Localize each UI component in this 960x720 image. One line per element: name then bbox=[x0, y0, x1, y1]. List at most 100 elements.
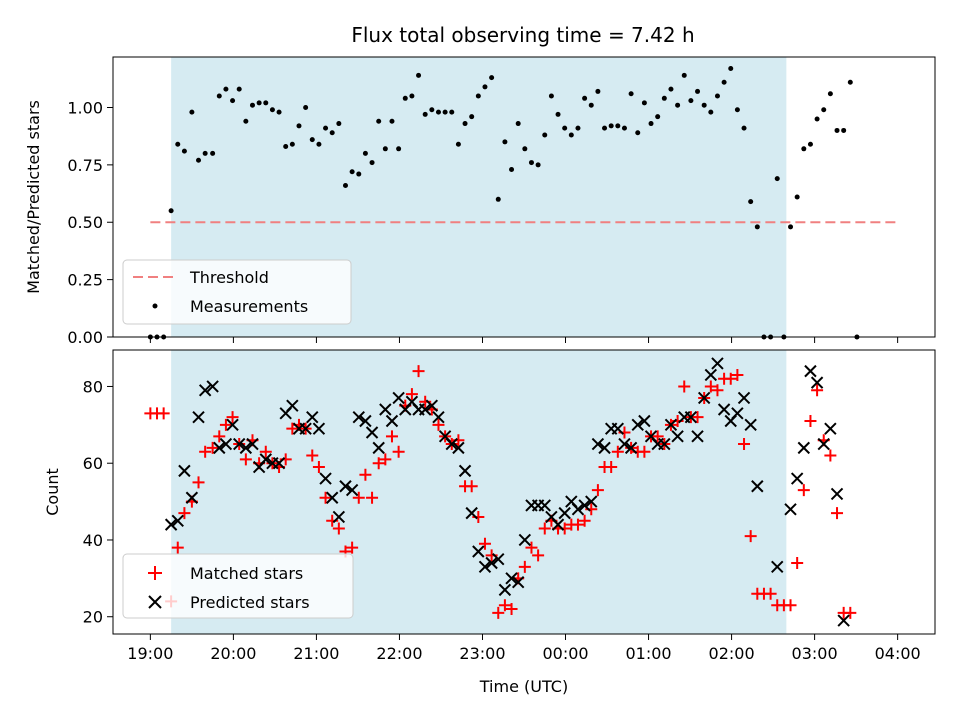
matched-star-point bbox=[352, 491, 365, 504]
chart-title: Flux total observing time = 7.42 h bbox=[351, 23, 694, 47]
matched-star-point bbox=[359, 468, 372, 481]
matched-star-point bbox=[804, 415, 817, 427]
measurement-point bbox=[402, 95, 408, 101]
matched-star-point bbox=[638, 445, 651, 458]
x-tick-label: 04:00 bbox=[875, 644, 921, 663]
matched-star-point bbox=[764, 587, 777, 600]
measurement-point bbox=[202, 150, 208, 156]
measurement-point bbox=[741, 125, 747, 131]
measurement-point bbox=[675, 102, 681, 108]
top-y-tick-label: 0.75 bbox=[67, 156, 103, 175]
predicted-star-point bbox=[372, 441, 385, 455]
measurement-point bbox=[469, 114, 475, 120]
top-y-tick-label: 1.00 bbox=[67, 98, 103, 117]
matched-star-point bbox=[724, 372, 737, 385]
matched-star-point bbox=[157, 407, 170, 420]
measurement-point bbox=[369, 160, 375, 166]
predicted-star-point bbox=[226, 418, 239, 432]
predicted-star-point bbox=[332, 510, 346, 524]
matched-star-point bbox=[578, 514, 591, 527]
top-y-tick-label: 0.50 bbox=[67, 213, 103, 232]
matched-star-point bbox=[219, 418, 232, 431]
predicted-star-point bbox=[478, 560, 492, 574]
measurement-point bbox=[296, 123, 302, 129]
predicted-star-point bbox=[585, 495, 598, 508]
measurement-point bbox=[595, 88, 601, 94]
matched-star-point bbox=[213, 430, 226, 443]
predicted-star-point bbox=[171, 514, 184, 527]
top-x-ticks bbox=[149, 337, 899, 343]
measurement-point bbox=[582, 95, 588, 101]
predicted-star-point bbox=[185, 491, 199, 504]
top-legend-box bbox=[122, 259, 352, 325]
measurement-point bbox=[382, 146, 388, 152]
matched-star-point bbox=[844, 606, 857, 619]
measurement-point bbox=[734, 107, 740, 113]
measurement-point bbox=[648, 121, 654, 127]
predicted-star-point bbox=[817, 437, 830, 451]
bot-y-tick-label: 20 bbox=[83, 608, 103, 627]
predicted-star-point bbox=[219, 437, 233, 451]
predicted-star-point bbox=[558, 506, 571, 520]
predicted-star-point bbox=[638, 414, 651, 428]
matched-star-point bbox=[366, 491, 379, 504]
predicted-star-point bbox=[511, 575, 525, 589]
predicted-star-point bbox=[445, 437, 458, 451]
matched-star-point bbox=[791, 557, 804, 569]
measurement-point bbox=[168, 208, 174, 214]
measurement-point bbox=[695, 88, 701, 94]
matched-star-point bbox=[691, 411, 704, 424]
top-y-axis-label: Matched/Predicted stars bbox=[24, 100, 43, 294]
predicted-star-point bbox=[198, 384, 212, 397]
predicted-star-point bbox=[359, 414, 372, 428]
predicted-star-point bbox=[206, 380, 219, 393]
measurement-point bbox=[283, 144, 289, 150]
x-tick-label: 22:00 bbox=[376, 644, 422, 663]
predicted-star-point bbox=[452, 441, 465, 455]
predicted-star-point bbox=[458, 464, 472, 478]
matched-star-point bbox=[591, 484, 604, 497]
measurement-point bbox=[774, 176, 780, 182]
measurement-point bbox=[801, 146, 807, 152]
matched-star-point bbox=[525, 541, 538, 554]
measurement-point bbox=[814, 116, 820, 122]
matched-star-point bbox=[319, 491, 332, 504]
measurement-point bbox=[641, 100, 647, 106]
predicted-star-point bbox=[538, 499, 551, 512]
matched-star-point bbox=[731, 368, 744, 381]
measurement-point bbox=[442, 109, 448, 115]
matched-star-point bbox=[678, 380, 691, 393]
matched-star-point bbox=[492, 606, 505, 619]
matched-star-point bbox=[192, 476, 205, 489]
measurement-point bbox=[748, 199, 754, 205]
predicted-star-point bbox=[804, 364, 817, 378]
legend-predicted-swatch bbox=[148, 595, 162, 609]
predicted-star-point bbox=[691, 430, 704, 443]
matched-star-point bbox=[392, 445, 405, 458]
measurement-point bbox=[827, 91, 833, 97]
x-tick-label: 19:00 bbox=[127, 644, 173, 663]
measurement-point bbox=[489, 75, 495, 81]
predicted-star-point bbox=[837, 614, 850, 627]
measurement-point bbox=[708, 109, 714, 115]
top-panel: 0.00 0.25 0.50 0.75 1.00 Matched/Predicted s… bbox=[24, 56, 936, 347]
matched-star-point bbox=[532, 549, 545, 562]
predicted-star-point bbox=[286, 399, 299, 412]
measurement-point bbox=[568, 132, 574, 138]
x-axis-label: Time (UTC) bbox=[479, 677, 568, 696]
measurement-point bbox=[236, 86, 242, 92]
measurement-point bbox=[509, 166, 515, 172]
measurement-point bbox=[389, 118, 395, 124]
matched-star-point bbox=[831, 507, 844, 520]
measurement-point bbox=[495, 196, 501, 202]
measurement-point bbox=[542, 132, 548, 138]
bottom-plot-frame bbox=[112, 349, 936, 635]
predicted-star-point bbox=[498, 583, 512, 597]
measurement-point bbox=[230, 98, 236, 104]
matched-star-point bbox=[538, 522, 551, 535]
predicted-star-point bbox=[239, 441, 253, 455]
measurement-point bbox=[303, 104, 309, 110]
measurement-point bbox=[548, 93, 554, 99]
predicted-star-point bbox=[810, 376, 824, 389]
